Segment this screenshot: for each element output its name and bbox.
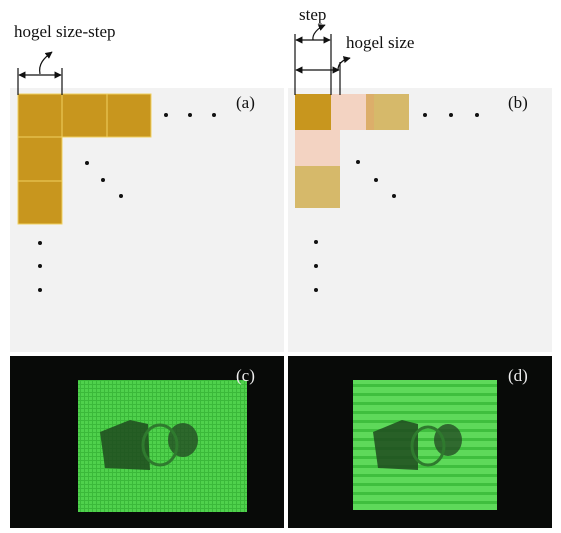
- panel-b: step hogel size (b): [288, 5, 552, 352]
- panel-a: hogel size-step (a): [10, 22, 284, 352]
- annotation: hogel size: [346, 33, 414, 52]
- panel-label: (d): [508, 366, 528, 385]
- object-shadow: [168, 423, 198, 457]
- panel-c: (c): [10, 356, 284, 528]
- panel-d: (d): [288, 356, 552, 528]
- annotation: step: [299, 5, 326, 24]
- annotation: hogel size-step: [14, 22, 116, 41]
- hologram-image: [353, 380, 497, 510]
- figure: hogel size-step (a) step hogel: [0, 0, 561, 533]
- panel-label: (c): [236, 366, 255, 385]
- step-brackets: [295, 25, 350, 95]
- panel-label: (b): [508, 93, 528, 112]
- object-shadow: [434, 424, 462, 456]
- panel-label: (a): [236, 93, 255, 112]
